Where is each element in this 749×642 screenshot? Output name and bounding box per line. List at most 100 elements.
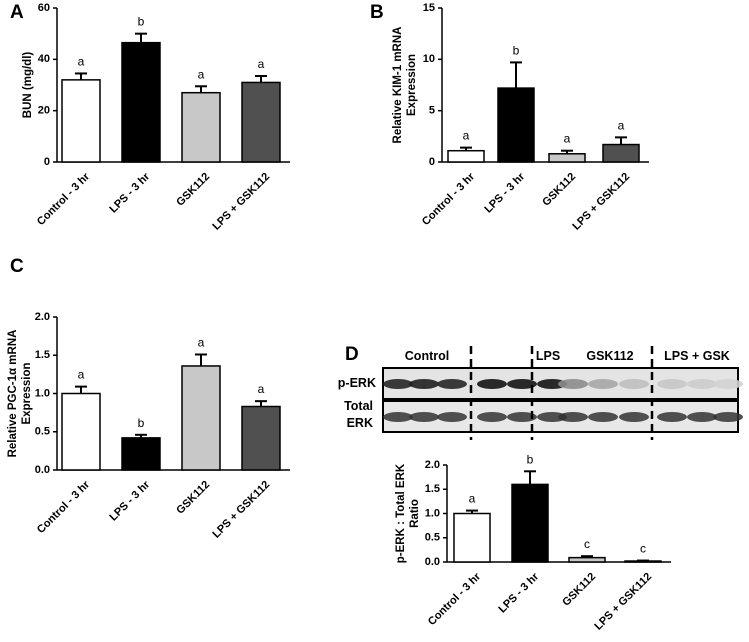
band bbox=[477, 379, 507, 389]
x-tick-label: Control - 3 hr bbox=[35, 478, 93, 536]
band bbox=[558, 412, 588, 422]
y-tick-label: 0.0 bbox=[35, 464, 50, 476]
y-tick-label: 15 bbox=[423, 2, 435, 14]
band bbox=[687, 412, 717, 422]
lane-label: Control bbox=[405, 349, 449, 363]
y-tick-label: 10 bbox=[423, 53, 435, 65]
x-tick-label: LPS - 3 hr bbox=[107, 478, 152, 523]
bar bbox=[61, 79, 101, 163]
bar bbox=[568, 556, 606, 563]
y-axis-label: Expression bbox=[406, 54, 418, 116]
significance-label: a bbox=[469, 492, 476, 506]
bar bbox=[602, 143, 640, 163]
row-label: Total bbox=[344, 399, 373, 413]
y-tick-label: 2.0 bbox=[35, 311, 50, 323]
y-tick-label: 1.0 bbox=[425, 507, 440, 519]
y-axis-label: p-ERK : Total ERK bbox=[395, 463, 407, 563]
x-tick-label: LPS + GSK112 bbox=[592, 571, 654, 633]
y-axis-label: Relative KIM-1 mRNA bbox=[392, 27, 404, 144]
x-tick-label: LPS + GSK112 bbox=[570, 171, 632, 233]
x-tick-label: GSK112 bbox=[560, 571, 598, 609]
significance-label: a bbox=[463, 129, 470, 143]
band bbox=[619, 379, 649, 389]
band bbox=[477, 412, 507, 422]
significance-label: b bbox=[138, 15, 145, 29]
significance-label: a bbox=[198, 67, 205, 81]
x-tick-label: Control - 3 hr bbox=[420, 170, 478, 228]
row-label: p-ERK bbox=[338, 376, 376, 390]
western-blot: Control LPS GSK112 LPS + GSK p-ERK Total… bbox=[338, 346, 743, 440]
y-tick-label: 0 bbox=[429, 156, 435, 168]
x-tick-label: LPS + GSK112 bbox=[210, 479, 272, 541]
panel-label: A bbox=[10, 2, 24, 23]
panel-label: D bbox=[345, 344, 359, 365]
band bbox=[687, 379, 717, 389]
band bbox=[588, 379, 618, 389]
x-tick-label: LPS + GSK112 bbox=[210, 171, 272, 233]
band bbox=[507, 379, 537, 389]
bar bbox=[624, 560, 662, 563]
x-tick-label: GSK112 bbox=[540, 171, 578, 209]
significance-label: b bbox=[513, 43, 520, 57]
significance-label: a bbox=[564, 132, 571, 146]
significance-label: a bbox=[78, 54, 85, 68]
significance-label: a bbox=[618, 118, 625, 132]
significance-label: c bbox=[584, 537, 590, 551]
y-axis-label: Relative PGC-1α mRNA bbox=[7, 330, 19, 458]
band bbox=[437, 412, 467, 422]
lane-label: LPS bbox=[536, 349, 560, 363]
bar bbox=[548, 153, 586, 163]
y-tick-label: 5 bbox=[429, 105, 435, 117]
bar bbox=[241, 405, 281, 471]
y-tick-label: 40 bbox=[38, 53, 50, 65]
y-tick-label: 1.0 bbox=[35, 387, 50, 399]
x-tick-label: Control - 3 hr bbox=[35, 170, 93, 228]
band bbox=[507, 412, 537, 422]
row-label: ERK bbox=[347, 416, 373, 430]
y-tick-label: 20 bbox=[38, 105, 50, 117]
bar bbox=[181, 365, 221, 471]
bar bbox=[511, 483, 549, 563]
y-tick-label: 2.0 bbox=[425, 459, 440, 471]
band bbox=[409, 412, 439, 422]
band bbox=[437, 379, 467, 389]
y-tick-label: 0.5 bbox=[425, 532, 440, 544]
band bbox=[657, 412, 687, 422]
significance-label: a bbox=[258, 382, 265, 396]
band bbox=[383, 412, 413, 422]
bar bbox=[241, 81, 281, 163]
x-tick-label: LPS - 3 hr bbox=[496, 570, 541, 615]
y-tick-label: 1.5 bbox=[425, 483, 440, 495]
band bbox=[537, 412, 567, 422]
y-tick-label: 60 bbox=[38, 2, 50, 14]
bar bbox=[121, 437, 161, 471]
band bbox=[713, 379, 743, 389]
bar bbox=[453, 512, 491, 563]
x-tick-label: GSK112 bbox=[174, 479, 212, 517]
band bbox=[713, 412, 743, 422]
band bbox=[558, 379, 588, 389]
y-axis-label: BUN (mg/dl) bbox=[22, 52, 34, 119]
y-tick-label: 0.5 bbox=[35, 426, 50, 438]
lane-label: GSK112 bbox=[586, 349, 633, 363]
y-axis-label: Ratio bbox=[409, 499, 421, 528]
y-tick-label: 0 bbox=[44, 156, 50, 168]
x-tick-label: GSK112 bbox=[174, 171, 212, 209]
significance-label: b bbox=[138, 416, 145, 430]
lane-label: LPS + GSK bbox=[664, 349, 730, 363]
significance-label: b bbox=[527, 452, 534, 466]
bar bbox=[181, 91, 221, 163]
panel-label: B bbox=[370, 2, 384, 23]
bar bbox=[497, 87, 535, 163]
significance-label: a bbox=[78, 368, 85, 382]
band bbox=[657, 379, 687, 389]
bands bbox=[383, 379, 743, 422]
significance-label: a bbox=[198, 335, 205, 349]
band bbox=[383, 379, 413, 389]
band bbox=[588, 412, 618, 422]
y-axis-label: Expression bbox=[21, 363, 33, 425]
bar bbox=[447, 149, 485, 163]
significance-label: c bbox=[640, 542, 646, 556]
x-tick-label: LPS - 3 hr bbox=[482, 170, 527, 215]
